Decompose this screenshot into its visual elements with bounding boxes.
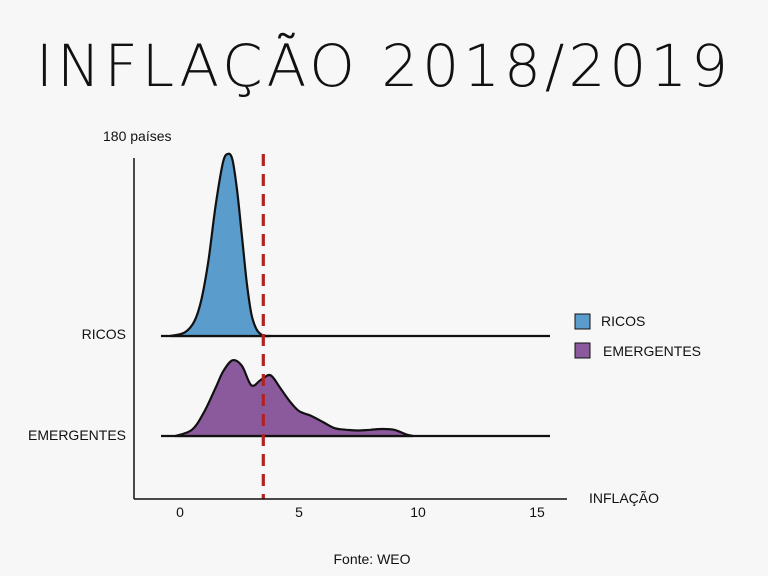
x-tick-15: 15 [529,504,545,520]
chart-title: INFLAÇÃO 2018/2019 [36,32,732,100]
density-ricos [169,152,272,338]
legend: RICOS EMERGENTES [574,313,701,359]
y-axis-label: 180 países [103,128,172,144]
legend-swatch-ricos [574,313,591,330]
row-label-emergentes: EMERGENTES [28,427,126,443]
legend-swatch-emergentes [574,342,591,359]
x-tick-5: 5 [295,504,303,520]
legend-label-ricos: RICOS [601,313,645,329]
density-emergentes [174,358,415,438]
plot-area [161,152,550,499]
x-ticks: 0 5 10 15 [176,504,545,520]
x-tick-10: 10 [410,504,426,520]
source-note: Fonte: WEO [333,551,410,567]
row-label-ricos: RICOS [82,326,126,342]
x-axis-label: INFLAÇÃO [589,490,659,506]
legend-label-emergentes: EMERGENTES [603,343,701,359]
x-tick-0: 0 [176,504,184,520]
